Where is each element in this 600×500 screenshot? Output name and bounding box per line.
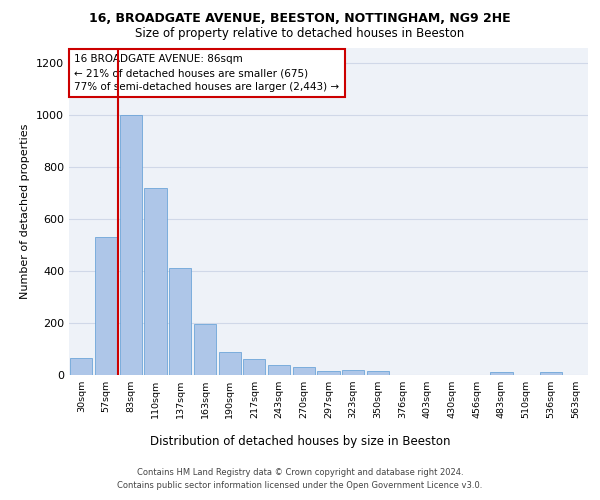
Bar bbox=[490, 372, 512, 375]
Text: Contains public sector information licensed under the Open Government Licence v3: Contains public sector information licen… bbox=[118, 480, 482, 490]
Bar bbox=[268, 364, 290, 375]
Text: Contains HM Land Registry data © Crown copyright and database right 2024.: Contains HM Land Registry data © Crown c… bbox=[137, 468, 463, 477]
Bar bbox=[540, 372, 562, 375]
Bar bbox=[317, 371, 340, 375]
Bar bbox=[367, 370, 389, 375]
Bar bbox=[218, 352, 241, 375]
Bar bbox=[169, 268, 191, 375]
Text: 16, BROADGATE AVENUE, BEESTON, NOTTINGHAM, NG9 2HE: 16, BROADGATE AVENUE, BEESTON, NOTTINGHA… bbox=[89, 12, 511, 26]
Bar bbox=[293, 366, 315, 375]
Bar bbox=[243, 360, 265, 375]
Text: Distribution of detached houses by size in Beeston: Distribution of detached houses by size … bbox=[150, 435, 450, 448]
Y-axis label: Number of detached properties: Number of detached properties bbox=[20, 124, 31, 299]
Bar bbox=[342, 370, 364, 375]
Bar bbox=[70, 358, 92, 375]
Bar bbox=[145, 188, 167, 375]
Text: 16 BROADGATE AVENUE: 86sqm
← 21% of detached houses are smaller (675)
77% of sem: 16 BROADGATE AVENUE: 86sqm ← 21% of deta… bbox=[74, 54, 340, 92]
Text: Size of property relative to detached houses in Beeston: Size of property relative to detached ho… bbox=[136, 28, 464, 40]
Bar bbox=[95, 237, 117, 375]
Bar bbox=[194, 324, 216, 375]
Bar bbox=[119, 115, 142, 375]
